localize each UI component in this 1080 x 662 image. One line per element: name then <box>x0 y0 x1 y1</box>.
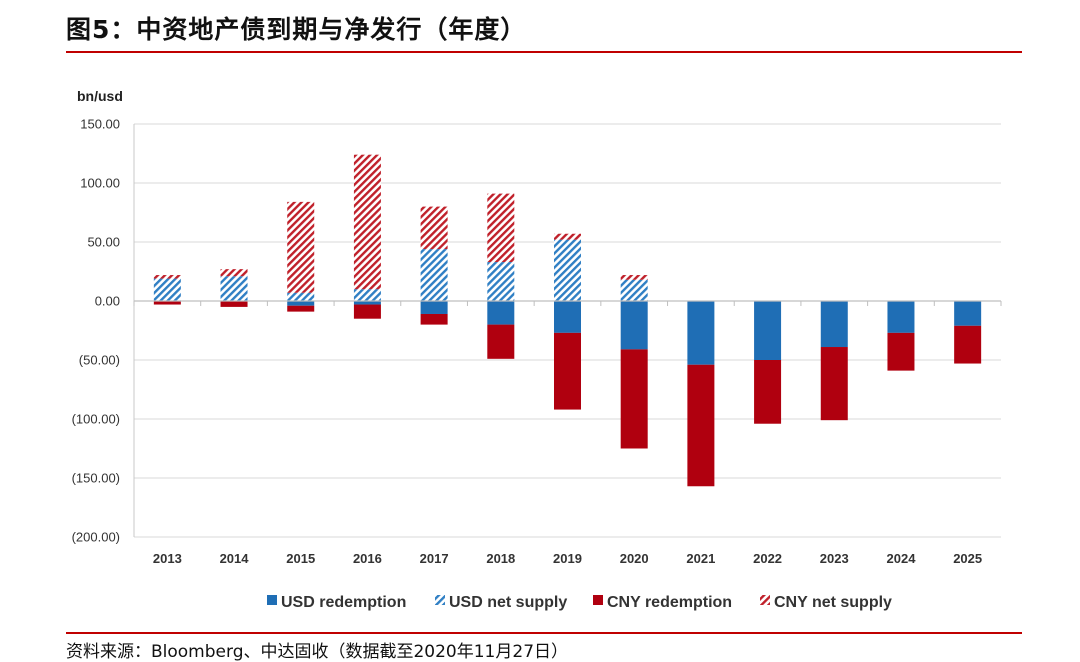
bar-cny-redemption-2017 <box>420 313 448 325</box>
x-tick-label: 2014 <box>220 551 250 566</box>
bar-usd-net-supply-2016 <box>353 289 381 301</box>
bar-cny-net-supply-2013 <box>153 275 181 279</box>
bar-cny-redemption-2024 <box>887 332 915 371</box>
bar-usd-redemption-2021 <box>687 301 715 365</box>
x-tick-label: 2022 <box>753 551 782 566</box>
y-tick-label: (200.00) <box>72 530 120 545</box>
legend-label: USD net supply <box>449 594 567 611</box>
bar-cny-net-supply-2019 <box>554 233 581 240</box>
y-tick-label: (150.00) <box>72 471 120 486</box>
bar-cny-redemption-2013 <box>153 301 181 305</box>
legend-swatch <box>593 595 603 605</box>
bar-usd-net-supply-2017 <box>420 249 448 301</box>
y-tick-label: 150.00 <box>80 117 120 132</box>
bar-cny-net-supply-2015 <box>287 201 315 293</box>
bar-cny-redemption-2021 <box>687 364 715 487</box>
bar-cny-redemption-2019 <box>554 332 581 410</box>
x-tick-label: 2021 <box>686 551 715 566</box>
bar-cny-redemption-2022 <box>754 360 782 424</box>
gridlines: 150.00 100.00 50.00 0.00 (50.00) (100.00) (150… <box>72 117 1001 545</box>
title-rule <box>66 51 1022 53</box>
x-tick-label: 2024 <box>887 551 917 566</box>
bar-cny-redemption-2025 <box>954 325 982 364</box>
bar-usd-redemption-2019 <box>554 301 581 333</box>
bar-cny-net-supply-2018 <box>487 193 515 263</box>
bar-cny-net-supply-2017 <box>420 206 448 250</box>
legend-swatch <box>760 595 770 605</box>
bar-usd-redemption-2018 <box>487 301 515 325</box>
bar-cny-redemption-2023 <box>820 347 848 421</box>
bar-usd-redemption-2017 <box>420 301 448 314</box>
legend-label: CNY redemption <box>607 594 732 611</box>
bar-cny-net-supply-2014 <box>220 269 248 277</box>
bar-cny-redemption-2015 <box>287 305 315 312</box>
bar-cny-redemption-2016 <box>353 304 381 319</box>
bar-usd-net-supply-2013 <box>153 278 181 301</box>
legend-label: CNY net supply <box>774 594 892 611</box>
y-axis-unit-label: bn/usd <box>77 88 123 104</box>
x-tick-label: 2016 <box>353 551 382 566</box>
x-tick-label: 2023 <box>820 551 849 566</box>
bar-usd-redemption-2016 <box>353 301 381 305</box>
bar-cny-net-supply-2020 <box>620 275 648 280</box>
y-tick-label: 50.00 <box>87 235 120 250</box>
legend-swatch <box>435 595 445 605</box>
x-tick-label: 2013 <box>153 551 182 566</box>
bar-usd-redemption-2022 <box>754 301 782 360</box>
bar-cny-redemption-2020 <box>620 349 648 449</box>
x-tick-label: 2019 <box>553 551 582 566</box>
source-rule <box>66 632 1022 634</box>
figure-title: 图5：中资地产债到期与净发行（年度） <box>66 15 527 44</box>
legend-label: USD redemption <box>281 594 406 611</box>
x-tick-label: 2018 <box>486 551 515 566</box>
bar-usd-redemption-2015 <box>287 301 315 306</box>
bar-usd-redemption-2023 <box>820 301 848 348</box>
bar-cny-redemption-2018 <box>487 324 515 359</box>
bar-cny-net-supply-2016 <box>353 154 381 290</box>
bar-usd-net-supply-2018 <box>487 262 515 301</box>
y-tick-label: (50.00) <box>79 353 120 368</box>
x-tick-label: 2020 <box>620 551 649 566</box>
bar-usd-redemption-2020 <box>620 301 648 350</box>
y-tick-label: 0.00 <box>95 294 120 309</box>
bar-cny-redemption-2014 <box>220 301 248 307</box>
bar-usd-redemption-2024 <box>887 301 915 333</box>
bar-usd-net-supply-2014 <box>220 276 248 301</box>
source-note: 资料来源：Bloomberg、中达固收（数据截至2020年11月27日） <box>66 642 569 662</box>
x-tick-label: 2015 <box>286 551 315 566</box>
x-tick-label: 2025 <box>953 551 982 566</box>
bar-usd-net-supply-2019 <box>554 239 581 301</box>
bars <box>153 154 982 487</box>
bar-usd-net-supply-2020 <box>620 279 648 301</box>
bar-usd-net-supply-2015 <box>287 292 315 301</box>
axes: 2013 2014 2015 2016 2017 2018 2019 2020 2021 2022… <box>133 124 1002 566</box>
y-tick-label: 100.00 <box>80 176 120 191</box>
bar-usd-redemption-2025 <box>954 301 982 326</box>
legend: USD redemption USD net supply CNY redempti… <box>267 594 892 611</box>
y-tick-label: (100.00) <box>72 412 120 427</box>
x-tick-label: 2017 <box>420 551 449 566</box>
legend-swatch <box>267 595 277 605</box>
